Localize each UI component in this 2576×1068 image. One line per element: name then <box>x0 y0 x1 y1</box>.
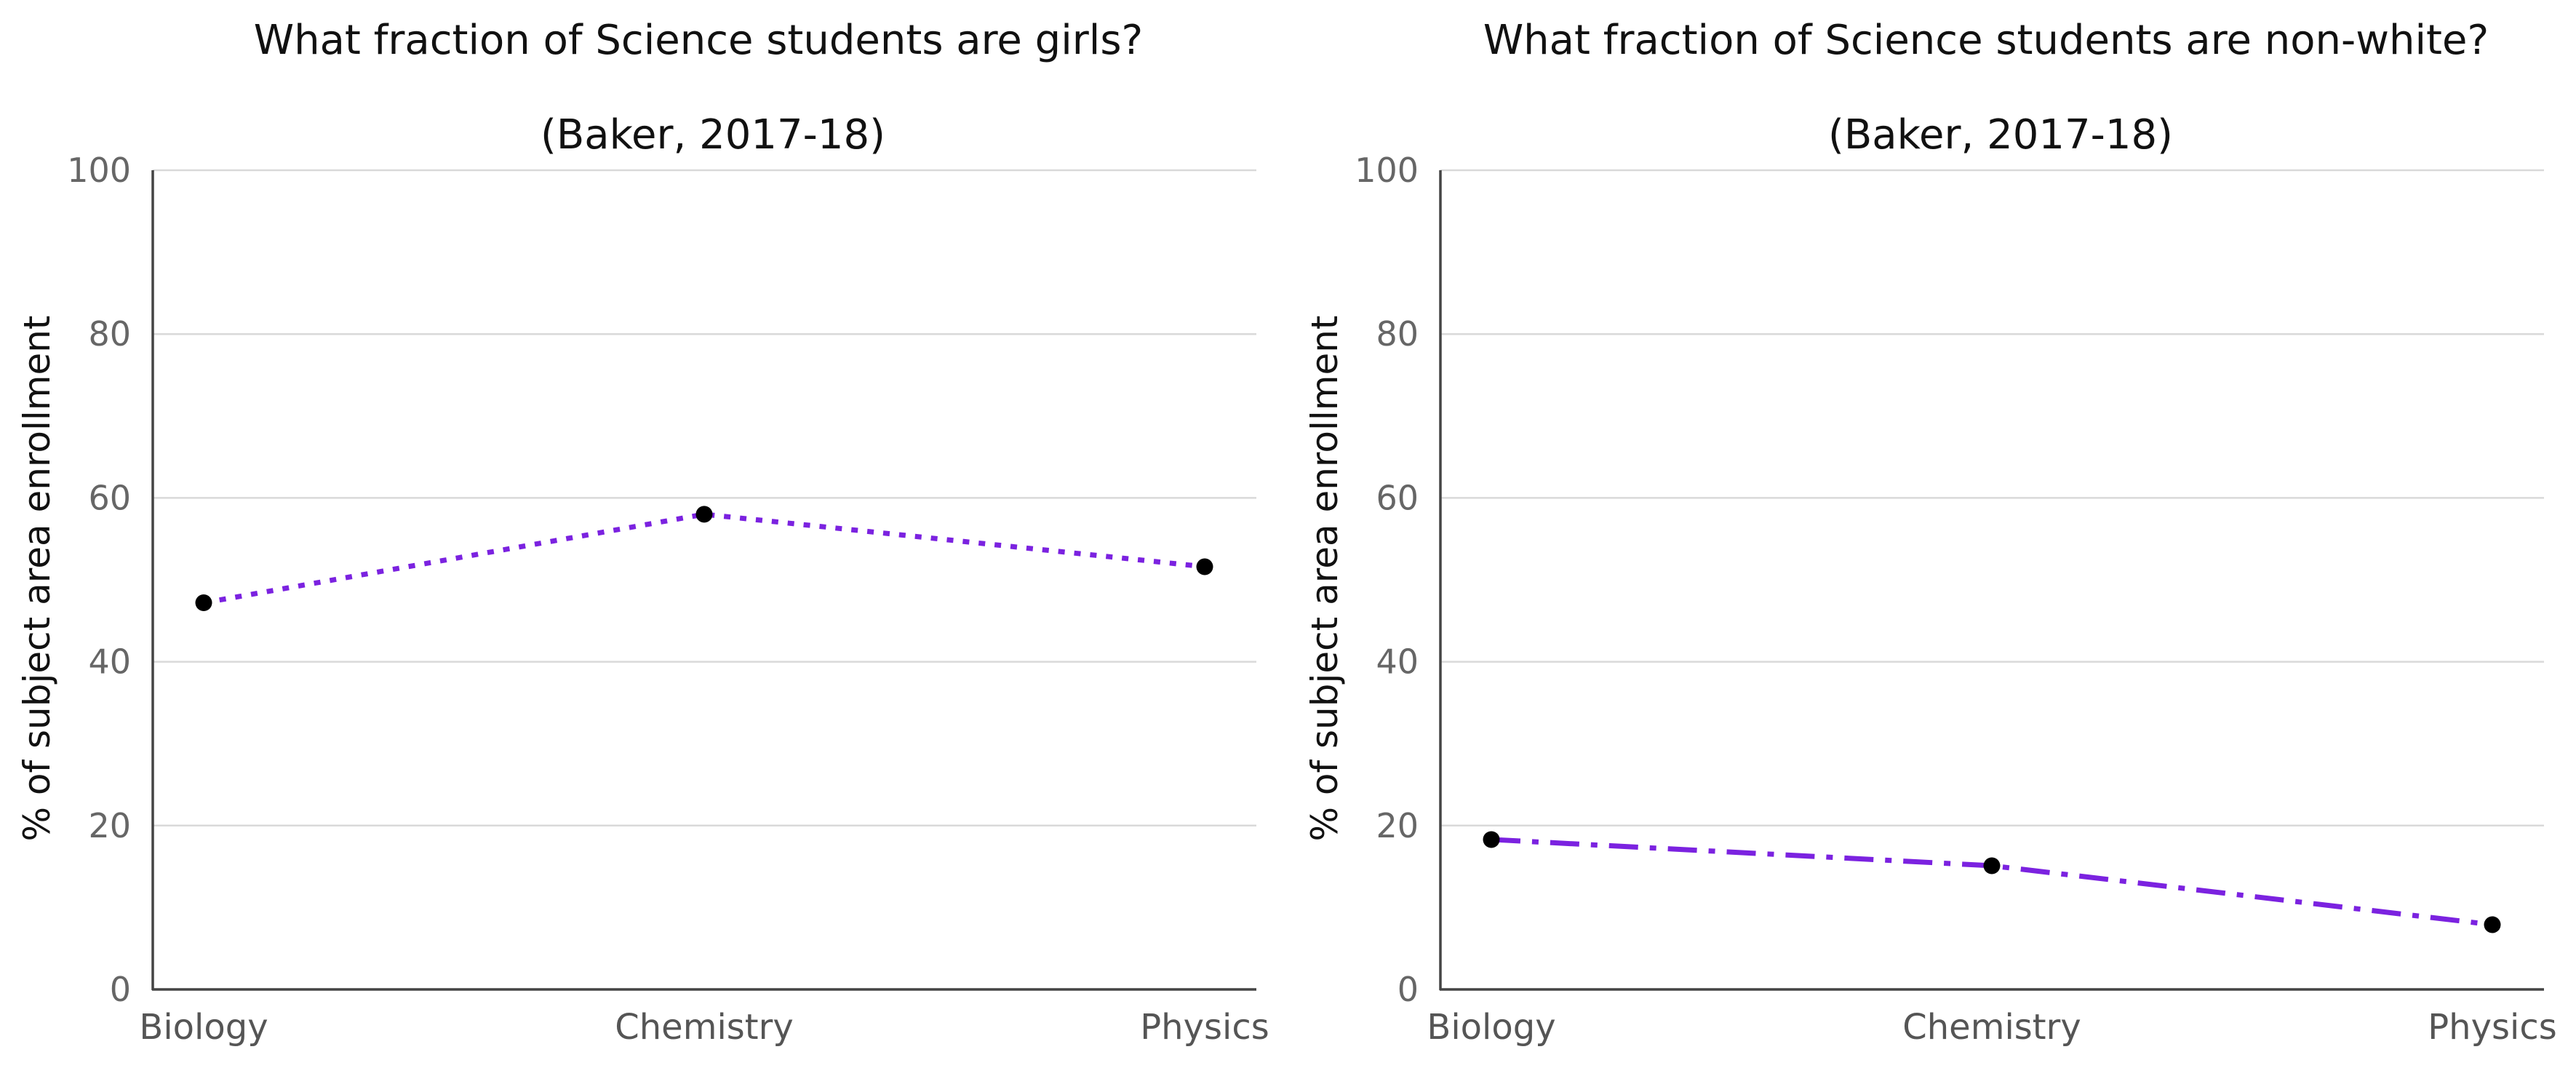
x-tick-label: Chemistry <box>615 1007 794 1048</box>
data-point <box>1196 558 1213 575</box>
data-point <box>195 594 212 612</box>
y-tick-label: 60 <box>1376 478 1419 517</box>
chart-title: What fraction of Science students are gi… <box>254 17 1144 64</box>
y-tick-label: 40 <box>88 642 131 682</box>
y-tick-label: 20 <box>88 806 131 845</box>
data-point <box>1983 857 2001 874</box>
y-tick-label: 20 <box>1376 806 1419 845</box>
chart-subtitle: (Baker, 2017-18) <box>541 111 885 159</box>
y-tick-label: 100 <box>1355 151 1419 190</box>
chart-girls: What fraction of Science students are gi… <box>16 17 1269 1048</box>
x-tick-label: Biology <box>1427 1007 1555 1048</box>
x-tick-label: Physics <box>2428 1007 2557 1048</box>
plot-area: 0 20 40 60 80 100 Biology Chemistry Physics <box>1355 151 2557 1048</box>
chart-girls-svg: What fraction of Science students are gi… <box>16 17 1269 1048</box>
chart-nonwhite-svg: What fraction of Science students are no… <box>1304 17 2557 1048</box>
y-tick-label: 0 <box>1397 970 1419 1009</box>
x-tick-label: Chemistry <box>1902 1007 2081 1048</box>
chart-nonwhite: What fraction of Science students are no… <box>1288 0 2575 1068</box>
series-line <box>1491 837 2493 928</box>
data-point <box>2484 916 2501 933</box>
y-tick-label: 80 <box>1376 314 1419 354</box>
y-tick-label: 100 <box>67 151 131 190</box>
x-tick-label: Physics <box>1140 1007 1269 1048</box>
data-point <box>695 506 713 523</box>
series-line <box>203 511 1205 605</box>
y-tick-label: 0 <box>110 970 131 1009</box>
chart-subtitle: (Baker, 2017-18) <box>1828 111 2173 159</box>
y-axis-label: % of subject area enrollment <box>1304 315 1346 841</box>
y-tick-label: 60 <box>88 478 131 517</box>
y-tick-label: 80 <box>88 314 131 354</box>
x-tick-label: Biology <box>139 1007 268 1048</box>
y-axis-label: % of subject area enrollment <box>16 315 58 841</box>
y-tick-label: 40 <box>1376 642 1419 682</box>
data-point <box>1483 831 1500 848</box>
plot-area: 0 20 40 60 80 100 Biology Chemistry Physics <box>67 151 1269 1048</box>
chart-title: What fraction of Science students are no… <box>1483 17 2489 64</box>
